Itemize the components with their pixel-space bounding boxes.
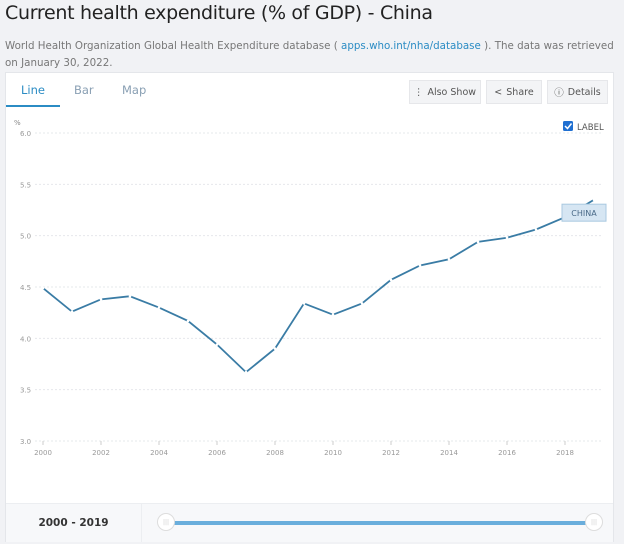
data-point [505, 236, 509, 240]
series-label-box [561, 203, 607, 222]
data-point [360, 302, 364, 305]
data-point [128, 294, 132, 298]
y-tick-label: 3.5 [20, 387, 31, 395]
range-bar: 2000 - 2019 ||| ||| [6, 503, 613, 542]
data-point [70, 310, 74, 313]
x-tick-label: 2006 [208, 449, 226, 457]
data-point [157, 306, 161, 309]
label-toggle-text: LABEL [577, 123, 604, 133]
x-tick-label: 2014 [440, 449, 458, 457]
x-tick-label: 2002 [92, 449, 110, 457]
page-title: Current health expenditure (% of GDP) - … [5, 2, 433, 24]
share-label: Share [506, 86, 534, 98]
more-vertical-icon: ⋮ [413, 86, 424, 98]
x-tick-label: 2016 [498, 449, 516, 457]
data-point [244, 370, 248, 374]
share-icon: < [494, 86, 503, 98]
data-point [592, 198, 596, 202]
y-axis-unit: % [14, 119, 21, 127]
x-tick-label: 2008 [266, 449, 284, 457]
data-point [534, 228, 538, 231]
x-tick-label: 2012 [382, 449, 400, 457]
range-start-handle[interactable]: ||| [157, 513, 175, 531]
y-tick-label: 5.5 [20, 181, 31, 189]
y-tick-label: 6.0 [20, 130, 31, 138]
source-text: World Health Organization Global Health … [5, 40, 342, 52]
range-end-handle[interactable]: ||| [585, 513, 603, 531]
tab-line[interactable]: Line [21, 83, 45, 97]
data-point [447, 257, 451, 261]
data-point [331, 313, 335, 317]
details-button[interactable]: ⓘ Details [547, 80, 608, 104]
range-slider-track[interactable] [166, 521, 594, 525]
check-icon [564, 123, 573, 130]
series-line-china [42, 198, 595, 374]
tab-bar[interactable]: Bar [74, 83, 94, 97]
line-chart: % 3.0 3.5 4.0 4.5 5.0 5.5 6.0 2000 2002 2004 2006 20… [14, 119, 607, 457]
range-label: 2000 - 2019 [6, 504, 142, 542]
source-text-end: ). The data was retrieved on January 30,… [5, 40, 614, 69]
x-tick-label: 2000 [34, 449, 52, 457]
data-point [476, 240, 480, 244]
data-point [273, 347, 277, 350]
data-point [215, 343, 219, 346]
details-label: Details [567, 86, 601, 98]
also-show-label: Also Show [427, 86, 477, 98]
y-tick-label: 4.5 [20, 284, 31, 292]
x-tick-label: 2004 [150, 449, 168, 457]
x-tick-label: 2018 [556, 449, 574, 457]
source-note: World Health Organization Global Health … [5, 38, 615, 72]
y-tick-label: 5.0 [20, 233, 31, 241]
data-point [418, 264, 422, 267]
chart-card: Line Bar Map ⋮ Also Show < Share ⓘ Details … [5, 72, 614, 542]
info-icon: ⓘ [554, 88, 564, 99]
data-point [186, 319, 190, 323]
x-tick-label: 2010 [324, 449, 342, 457]
data-point [99, 298, 103, 301]
data-point [302, 302, 306, 305]
series-label: CHINA [571, 209, 597, 218]
data-point [389, 278, 393, 282]
y-tick-label: 4.0 [20, 335, 31, 343]
label-checkbox[interactable] [563, 121, 573, 131]
source-link[interactable]: apps.who.int/nha/database [341, 40, 481, 52]
share-button[interactable]: < Share [486, 80, 542, 104]
active-tab-indicator [6, 105, 60, 107]
data-point [41, 286, 45, 290]
tab-map[interactable]: Map [122, 83, 147, 97]
also-show-button[interactable]: ⋮ Also Show [409, 80, 481, 104]
y-tick-label: 3.0 [20, 438, 31, 446]
